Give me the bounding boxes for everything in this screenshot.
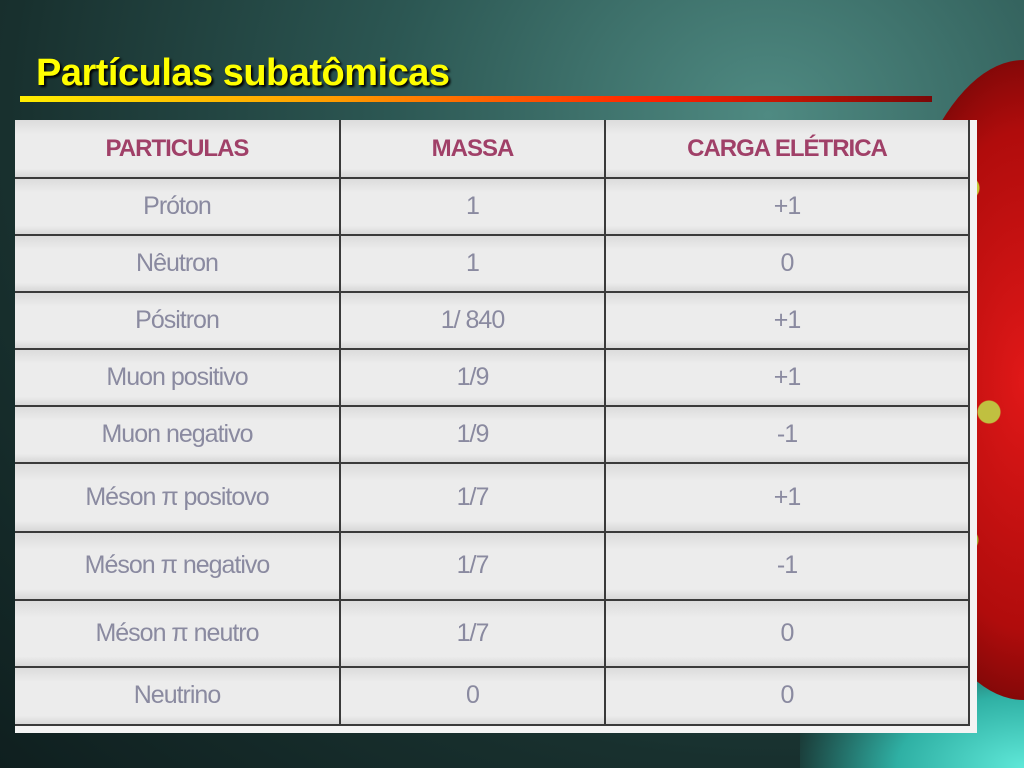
cell-charge: +1 <box>604 291 970 351</box>
cell-mass: 1/7 <box>339 598 606 668</box>
cell-particle: Muon positivo <box>15 348 341 408</box>
cell-mass: 1/7 <box>339 530 606 601</box>
cell-particle: Neutrino <box>15 665 341 727</box>
table-row: Neutrino 0 0 <box>15 665 970 727</box>
particles-table: PARTICULAS MASSA CARGA ELÉTRICA Próton 1 +… <box>15 120 977 733</box>
cell-particle: Méson π positovo <box>15 462 341 533</box>
cell-particle: Próton <box>15 176 341 237</box>
table-row: Méson π negativo 1/7 -1 <box>15 530 970 601</box>
table-header-row: PARTICULAS MASSA CARGA ELÉTRICA <box>15 120 970 179</box>
header-massa: MASSA <box>339 120 606 179</box>
cell-particle: Méson π negativo <box>15 530 341 601</box>
table-row: Muon positivo 1/9 +1 <box>15 348 970 408</box>
header-particulas: PARTICULAS <box>15 120 341 179</box>
cell-mass: 1/ 840 <box>339 291 606 351</box>
table-row: Muon negativo 1/9 -1 <box>15 405 970 465</box>
cell-particle: Muon negativo <box>15 405 341 465</box>
cell-charge: +1 <box>604 462 970 533</box>
cell-charge: -1 <box>604 530 970 601</box>
cell-charge: -1 <box>604 405 970 465</box>
cell-particle: Méson π neutro <box>15 598 341 668</box>
cell-mass: 0 <box>339 665 606 727</box>
table-row: Próton 1 +1 <box>15 176 970 237</box>
table-row: Méson π positovo 1/7 +1 <box>15 462 970 533</box>
table-row: Pósitron 1/ 840 +1 <box>15 291 970 351</box>
cell-particle: Pósitron <box>15 291 341 351</box>
cell-mass: 1/7 <box>339 462 606 533</box>
table-row: Méson π neutro 1/7 0 <box>15 598 970 668</box>
table-row: Nêutron 1 0 <box>15 234 970 294</box>
cell-charge: 0 <box>604 665 970 727</box>
cell-charge: 0 <box>604 598 970 668</box>
cell-mass: 1 <box>339 234 606 294</box>
cell-particle: Nêutron <box>15 234 341 294</box>
cell-charge: +1 <box>604 348 970 408</box>
header-carga: CARGA ELÉTRICA <box>604 120 970 179</box>
slide-title: Partículas subatômicas <box>36 52 450 94</box>
cell-charge: +1 <box>604 176 970 237</box>
cell-mass: 1/9 <box>339 348 606 408</box>
cell-charge: 0 <box>604 234 970 294</box>
cell-mass: 1/9 <box>339 405 606 465</box>
cell-mass: 1 <box>339 176 606 237</box>
title-underline <box>20 96 932 102</box>
